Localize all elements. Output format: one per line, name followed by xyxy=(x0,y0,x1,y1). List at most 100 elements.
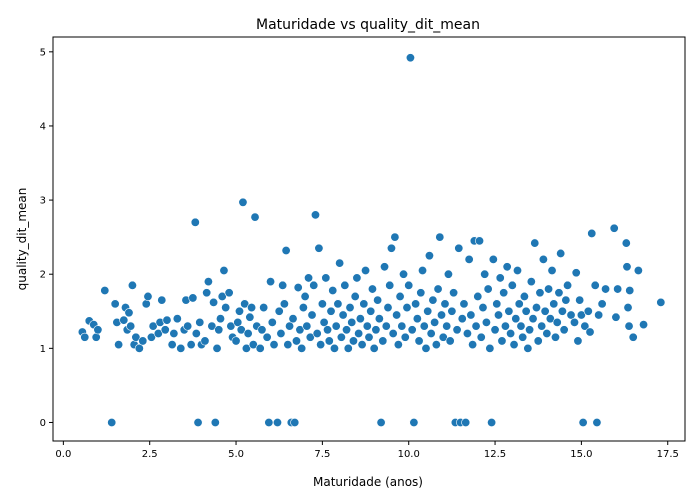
data-point xyxy=(611,312,621,322)
data-point xyxy=(502,262,512,272)
data-point xyxy=(468,340,478,350)
x-tick-label: 12.5 xyxy=(484,449,506,460)
data-point xyxy=(552,317,562,327)
data-point xyxy=(234,306,244,316)
data-point xyxy=(393,340,403,350)
data-point xyxy=(416,288,426,298)
data-point xyxy=(298,303,308,313)
data-point xyxy=(590,280,600,290)
data-point xyxy=(592,417,602,427)
data-point xyxy=(554,288,564,298)
data-point xyxy=(214,325,224,335)
data-point xyxy=(238,197,248,207)
data-point xyxy=(195,317,205,327)
data-point xyxy=(478,303,488,313)
data-point xyxy=(576,310,586,320)
data-point xyxy=(257,325,267,335)
data-point xyxy=(138,336,148,346)
data-point xyxy=(226,321,236,331)
data-point xyxy=(392,310,402,320)
data-point xyxy=(305,332,315,342)
data-point xyxy=(361,265,371,275)
data-point xyxy=(240,299,250,309)
data-point xyxy=(405,53,415,63)
data-point xyxy=(580,321,590,331)
data-point xyxy=(419,321,429,331)
data-point xyxy=(288,314,298,324)
data-point xyxy=(475,236,485,246)
data-point xyxy=(157,295,167,305)
data-point xyxy=(409,417,419,427)
data-point xyxy=(587,228,597,238)
data-point xyxy=(535,288,545,298)
data-point xyxy=(124,308,134,318)
data-point xyxy=(435,232,445,242)
data-point xyxy=(378,336,388,346)
data-point xyxy=(272,417,282,427)
data-point xyxy=(613,284,623,294)
data-point xyxy=(336,332,346,342)
data-point xyxy=(119,315,129,325)
data-point xyxy=(291,336,301,346)
data-point xyxy=(354,329,364,339)
data-point xyxy=(333,299,343,309)
data-point xyxy=(317,299,327,309)
x-tick-label: 5.0 xyxy=(228,449,244,460)
data-point xyxy=(278,280,288,290)
data-point xyxy=(578,417,588,427)
data-point xyxy=(212,343,222,353)
data-point xyxy=(304,273,314,283)
data-point xyxy=(319,317,329,327)
data-point xyxy=(454,243,464,253)
data-point xyxy=(400,332,410,342)
data-point xyxy=(550,332,560,342)
data-point xyxy=(131,332,141,342)
x-tick-label: 10.0 xyxy=(398,449,420,460)
data-point xyxy=(188,293,198,303)
data-point xyxy=(445,336,455,346)
data-point xyxy=(321,273,331,283)
data-point xyxy=(542,329,552,339)
data-point xyxy=(310,210,320,220)
data-point xyxy=(193,417,203,427)
data-point xyxy=(245,312,255,322)
data-point xyxy=(250,212,260,222)
data-point xyxy=(447,306,457,316)
data-point xyxy=(556,248,566,258)
data-point xyxy=(236,325,246,335)
data-point xyxy=(169,329,179,339)
data-point xyxy=(350,291,360,301)
data-point xyxy=(402,303,412,313)
data-point xyxy=(561,295,571,305)
data-point xyxy=(190,217,200,227)
y-tick-label: 5 xyxy=(40,47,46,58)
data-point xyxy=(255,343,265,353)
data-point xyxy=(283,340,293,350)
data-point xyxy=(362,321,372,331)
data-point xyxy=(476,332,486,342)
data-point xyxy=(442,321,452,331)
data-point xyxy=(571,268,581,278)
data-point xyxy=(126,321,136,331)
data-point xyxy=(369,343,379,353)
data-point xyxy=(423,306,433,316)
data-point xyxy=(485,343,495,353)
data-point xyxy=(200,336,210,346)
y-tick-label: 0 xyxy=(40,418,46,429)
data-point xyxy=(217,291,227,301)
data-point xyxy=(160,325,170,335)
data-point xyxy=(134,343,144,353)
data-point xyxy=(93,325,103,335)
data-point xyxy=(210,417,220,427)
y-tick-label: 1 xyxy=(40,344,46,355)
data-point xyxy=(143,291,153,301)
data-point xyxy=(514,299,524,309)
data-point xyxy=(343,343,353,353)
data-point xyxy=(583,306,593,316)
data-point xyxy=(430,317,440,327)
points-layer xyxy=(77,53,666,427)
data-point xyxy=(628,332,638,342)
data-point xyxy=(495,273,505,283)
data-point xyxy=(209,297,219,307)
